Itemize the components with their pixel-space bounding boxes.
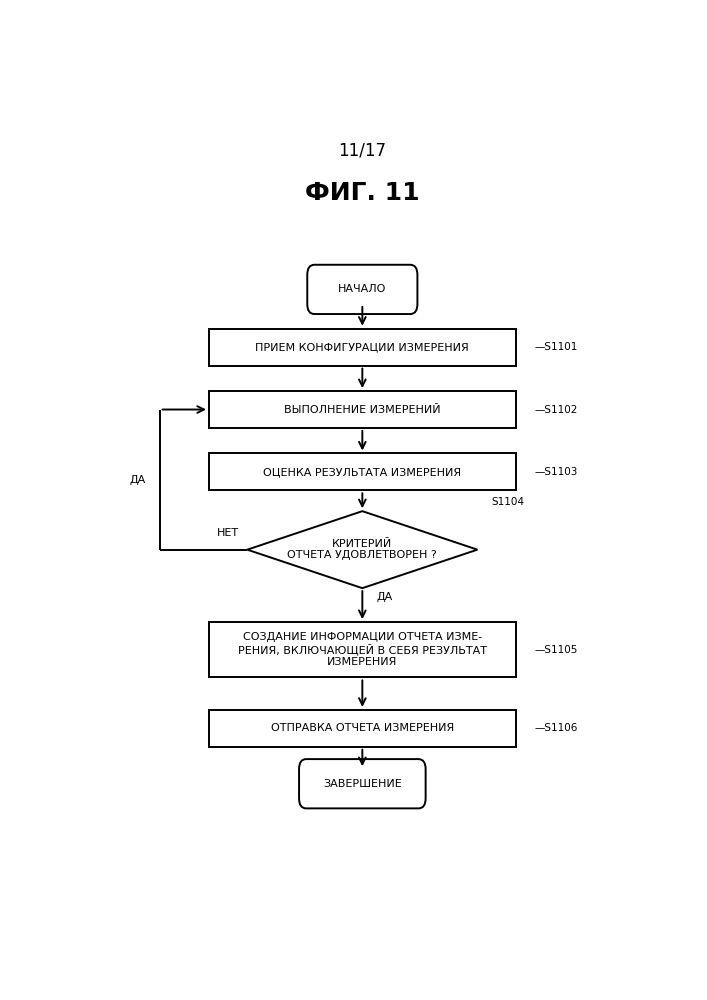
FancyBboxPatch shape [299, 759, 426, 808]
Text: СОЗДАНИЕ ИНФОРМАЦИИ ОТЧЕТА ИЗМЕ-
РЕНИЯ, ВКЛЮЧАЮЩЕЙ В СЕБЯ РЕЗУЛЬТАТ
ИЗМЕРЕНИЯ: СОЗДАНИЕ ИНФОРМАЦИИ ОТЧЕТА ИЗМЕ- РЕНИЯ, … [238, 632, 487, 667]
FancyBboxPatch shape [209, 453, 516, 490]
FancyBboxPatch shape [209, 391, 516, 428]
Text: —S1105: —S1105 [535, 645, 578, 655]
FancyBboxPatch shape [209, 622, 516, 677]
Text: —S1103: —S1103 [535, 467, 578, 477]
FancyBboxPatch shape [209, 329, 516, 366]
Text: ПРИЕМ КОНФИГУРАЦИИ ИЗМЕРЕНИЯ: ПРИЕМ КОНФИГУРАЦИИ ИЗМЕРЕНИЯ [255, 342, 469, 352]
Text: S1104: S1104 [491, 497, 524, 507]
Text: ДА: ДА [376, 592, 392, 602]
Text: ЗАВЕРШЕНИЕ: ЗАВЕРШЕНИЕ [323, 779, 402, 789]
Text: ОЦЕНКА РЕЗУЛЬТАТА ИЗМЕРЕНИЯ: ОЦЕНКА РЕЗУЛЬТАТА ИЗМЕРЕНИЯ [263, 467, 462, 477]
Text: 11/17: 11/17 [339, 142, 386, 160]
Text: НАЧАЛО: НАЧАЛО [338, 284, 387, 294]
Text: —S1101: —S1101 [535, 342, 578, 352]
FancyBboxPatch shape [209, 710, 516, 747]
Text: ВЫПОЛНЕНИЕ ИЗМЕРЕНИЙ: ВЫПОЛНЕНИЕ ИЗМЕРЕНИЙ [284, 405, 440, 415]
Text: КРИТЕРИЙ
ОТЧЕТА УДОВЛЕТВОРЕН ?: КРИТЕРИЙ ОТЧЕТА УДОВЛЕТВОРЕН ? [288, 539, 437, 560]
Text: —S1106: —S1106 [535, 723, 578, 733]
Text: НЕТ: НЕТ [217, 528, 239, 538]
Text: ФИГ. 11: ФИГ. 11 [305, 181, 420, 205]
Text: ДА: ДА [129, 475, 146, 485]
Text: ОТПРАВКА ОТЧЕТА ИЗМЕРЕНИЯ: ОТПРАВКА ОТЧЕТА ИЗМЕРЕНИЯ [271, 723, 454, 733]
Text: —S1102: —S1102 [535, 405, 578, 415]
FancyBboxPatch shape [308, 265, 417, 314]
Polygon shape [247, 511, 477, 588]
